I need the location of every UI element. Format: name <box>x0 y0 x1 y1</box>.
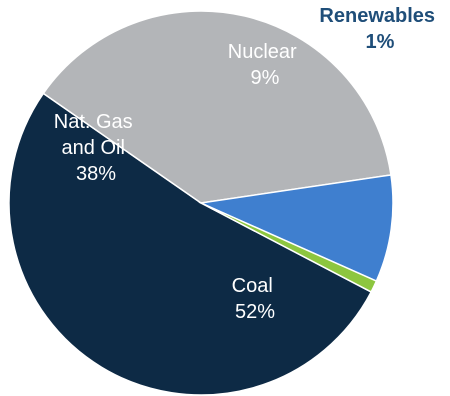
slice-label-coal: Coal 52% <box>232 275 279 323</box>
slice-label-nuclear: Nuclear 9% <box>228 41 302 89</box>
nuclear-name: Nuclear <box>228 41 297 63</box>
coal-value: 52% <box>235 301 275 323</box>
slice-label-renewables: Renewables 1% <box>319 5 440 53</box>
slice-nuclear <box>198 174 394 283</box>
pie-slices <box>8 10 394 396</box>
nat-gas-name-line-2: and Oil <box>62 137 125 159</box>
slice-coal <box>8 92 373 396</box>
slice-nat-gas-and-oil <box>42 10 392 204</box>
nuclear-value: 9% <box>251 67 280 89</box>
nat-gas-name-line-1: Nat. Gas <box>54 111 133 133</box>
slice-label-nat-gas-and-oil: Nat. Gas and Oil 38% <box>54 111 138 185</box>
renewables-value: 1% <box>366 31 395 53</box>
coal-name: Coal <box>232 275 273 297</box>
renewables-name: Renewables <box>319 5 435 27</box>
nat-gas-value: 38% <box>76 163 116 185</box>
slice-renewables <box>200 202 378 293</box>
